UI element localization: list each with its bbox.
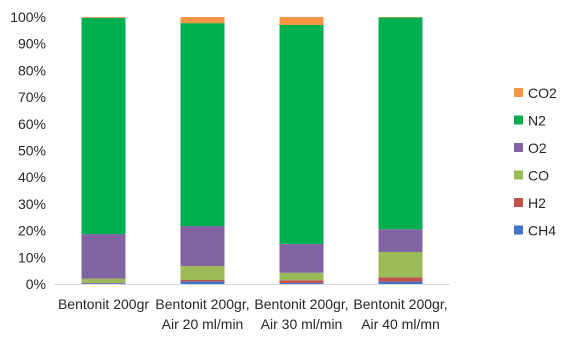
bar-segment-co2 (378, 17, 423, 18)
bar-segment-co2 (180, 17, 225, 24)
bar-segment-o2 (279, 243, 324, 273)
legend-swatch-o2 (514, 143, 523, 152)
x-category-label: Bentonit 200gr (58, 296, 149, 312)
bar-segment-h2 (378, 277, 423, 282)
y-tick-label: 80% (18, 62, 46, 78)
y-tick-label: 100% (10, 9, 46, 25)
y-tick-label: 10% (18, 249, 46, 265)
y-tick-label: 60% (18, 116, 46, 132)
bar-segment-n2 (180, 23, 225, 227)
bar-segment-n2 (279, 25, 324, 244)
legend: CO2 N2 O2 CO H2 CH4 (514, 85, 557, 239)
legend-swatch-co2 (514, 88, 523, 97)
legend-swatch-n2 (514, 115, 523, 125)
y-tick-label: 90% (18, 36, 46, 52)
legend-label-ch4: CH4 (528, 223, 556, 239)
bar-segment-ch4 (279, 282, 324, 284)
bar-segment-co (81, 278, 126, 283)
x-category-label: Air 40 ml/mn (361, 316, 440, 332)
bar-segment-co (279, 272, 324, 281)
x-category-label: Bentonit 200gr, (254, 296, 348, 312)
x-category-label: Bentonit 200gr, (155, 296, 249, 312)
bar-segment-co2 (279, 17, 324, 26)
bar-segment-h2 (180, 280, 225, 282)
legend-label-co2: CO2 (528, 85, 557, 101)
y-tick-label: 30% (18, 196, 46, 212)
bar-segment-n2 (378, 17, 423, 230)
bar-area (81, 17, 423, 284)
y-tick-label: 0% (26, 276, 46, 292)
bar-segment-co (378, 251, 423, 278)
bar-segment-ch4 (180, 281, 225, 284)
y-tick-label: 20% (18, 223, 46, 239)
legend-label-n2: N2 (528, 113, 546, 129)
legend-swatch-ch4 (514, 225, 523, 235)
legend-label-co: CO (528, 168, 549, 184)
bar-segment-o2 (180, 226, 225, 267)
x-category-label: Bentonit 200gr, (353, 296, 447, 312)
bar-segment-ch4 (378, 281, 423, 284)
bar-segment-h2 (81, 282, 126, 284)
legend-label-o2: O2 (528, 140, 547, 156)
bar-segment-o2 (378, 229, 423, 252)
bar-segment-co2 (81, 17, 126, 18)
bar-segment-co (180, 266, 225, 280)
y-tick-label: 70% (18, 89, 46, 105)
y-tick-label: 50% (18, 143, 46, 159)
x-axis: Bentonit 200gr Bentonit 200gr, Air 20 ml/m… (54, 284, 450, 332)
legend-swatch-h2 (514, 198, 523, 207)
bar-segment-ch4 (81, 283, 126, 284)
bar-segment-o2 (81, 234, 126, 279)
bar-segment-h2 (279, 280, 324, 283)
y-tick-label: 40% (18, 169, 46, 185)
bar-segment-n2 (81, 17, 126, 235)
legend-label-h2: H2 (528, 195, 546, 211)
legend-swatch-co (514, 170, 523, 180)
y-axis: 0% 10% 20% 30% 40% 50% 60% 70% 80% 90% 100% (10, 9, 46, 292)
x-category-label: Air 30 ml/min (261, 316, 343, 332)
x-category-label: Air 20 ml/min (162, 316, 244, 332)
